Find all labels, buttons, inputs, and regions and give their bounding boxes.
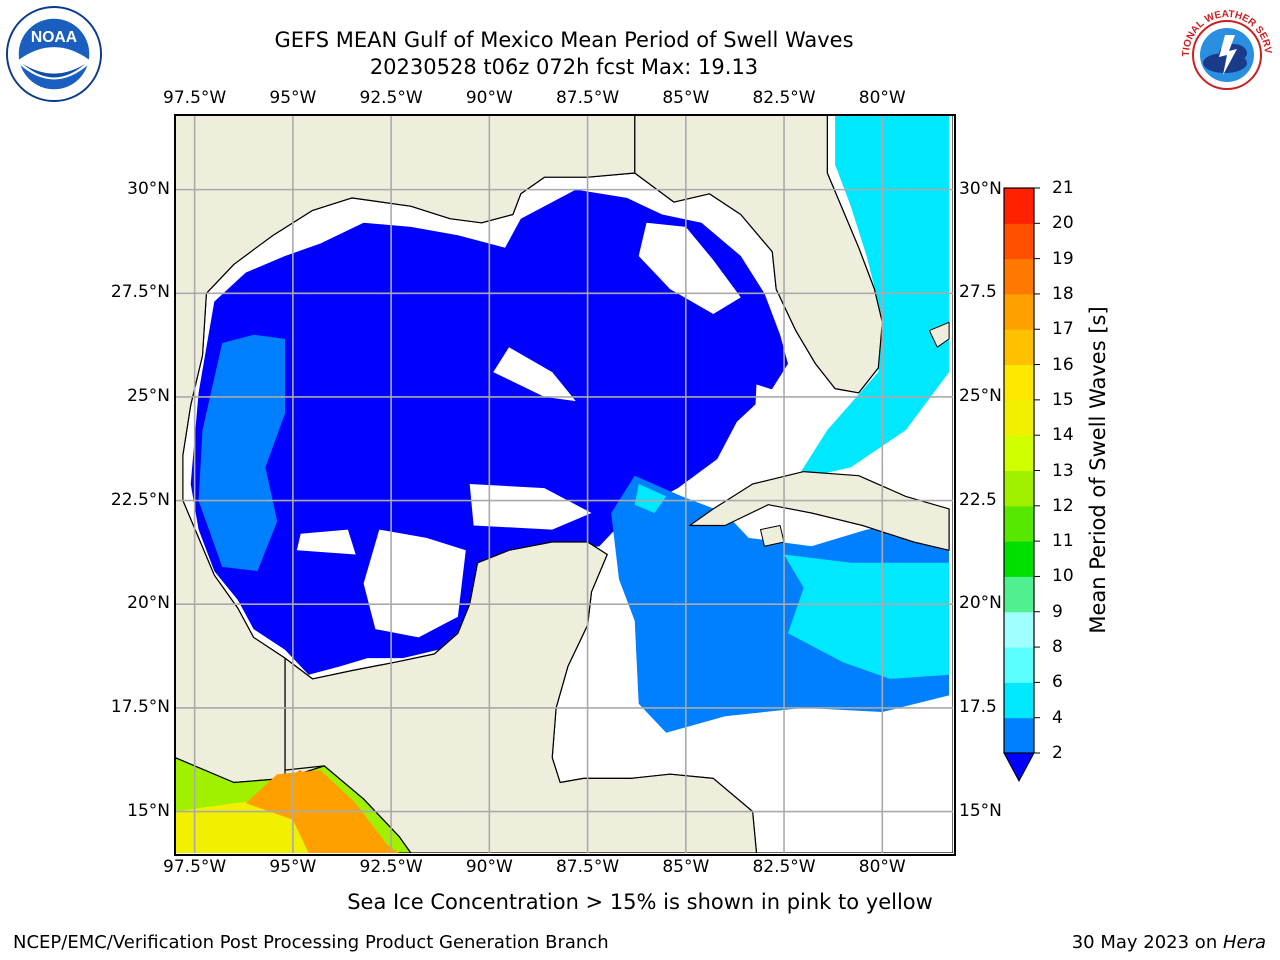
colorbar-band-8 xyxy=(1004,435,1034,471)
footer-date: 30 May 2023 on Hera xyxy=(1072,932,1266,953)
colorbar-tick-label-11: 16 xyxy=(1052,354,1074,375)
lon-label-top-5: 85°W xyxy=(662,88,710,108)
lon-label-top-4: 87.5°W xyxy=(555,88,620,108)
colorbar-tick-label-10: 15 xyxy=(1052,389,1074,410)
colorbar-band-4 xyxy=(1004,576,1034,613)
colorbar-tick-label-9: 14 xyxy=(1052,425,1074,446)
lon-label-bottom-3: 90°W xyxy=(465,857,513,877)
colorbar-tick-label-13: 18 xyxy=(1052,283,1074,304)
lat-label-left-4: 20°N xyxy=(127,593,170,614)
lon-label-top-0: 97.5°W xyxy=(163,88,227,108)
colorbar-tick-label-14: 19 xyxy=(1052,248,1074,269)
colorbar-band-9 xyxy=(1004,399,1034,436)
nws-logo: NATIONAL WEATHER SERVICE xyxy=(1177,5,1275,103)
colorbar-band-0 xyxy=(1004,717,1034,754)
noaa-logo: NOAA xyxy=(5,5,103,103)
land-isla-de-la-juventud xyxy=(760,525,785,547)
lat-label-left-2: 25°N xyxy=(127,385,170,406)
map-panel xyxy=(175,115,953,853)
lat-label-right-0: 30°N xyxy=(959,178,1002,199)
swell-field-2-4s-west xyxy=(198,334,285,572)
colorbar-label: Mean Period of Swell Waves [s] xyxy=(1086,306,1110,634)
lon-label-top-1: 95°W xyxy=(269,88,317,108)
colorbar-band-11 xyxy=(1004,329,1034,366)
lat-label-right-2: 25°N xyxy=(959,385,1002,406)
lat-label-left-3: 22.5°N xyxy=(110,489,170,510)
colorbar-tick-label-6: 11 xyxy=(1052,531,1074,552)
colorbar-band-15 xyxy=(1004,188,1034,224)
chart-title: GEFS MEAN Gulf of Mexico Mean Period of … xyxy=(274,28,854,52)
lat-label-right-1: 27.5 xyxy=(959,282,997,303)
land-bahamas xyxy=(928,321,950,348)
swell-undefined-patch-2 xyxy=(469,484,592,530)
lon-label-bottom-7: 80°W xyxy=(858,857,906,877)
noaa-text: NOAA xyxy=(31,29,77,46)
swell-undefined-patch-1 xyxy=(493,347,576,402)
sea-ice-note: Sea Ice Concentration > 15% is shown in … xyxy=(347,890,933,914)
lat-label-left-6: 15°N xyxy=(127,800,170,821)
colorbar-band-13 xyxy=(1004,258,1034,295)
land-florida xyxy=(634,115,883,394)
colorbar-band-3 xyxy=(1004,611,1034,648)
colorbar-band-7 xyxy=(1004,470,1034,507)
colorbar xyxy=(1003,187,1040,783)
land-cuba xyxy=(689,471,950,551)
colorbar-tick-label-3: 8 xyxy=(1052,637,1063,658)
lon-label-bottom-6: 82.5°W xyxy=(752,857,816,877)
colorbar-band-1 xyxy=(1004,682,1034,719)
colorbar-band-14 xyxy=(1004,223,1034,260)
swell-field-4-6s-atlantic xyxy=(795,115,950,480)
colorbar-band-2 xyxy=(1004,647,1034,683)
colorbar-tick-label-8: 13 xyxy=(1052,460,1074,481)
colorbar-tick-label-12: 17 xyxy=(1052,319,1074,340)
swell-undefined-patch-8 xyxy=(846,786,922,841)
lat-label-left-0: 30°N xyxy=(127,178,170,199)
colorbar-band-10 xyxy=(1004,364,1034,401)
colorbar-band-12 xyxy=(1004,293,1034,330)
lat-label-left-5: 17.5°N xyxy=(110,696,170,717)
footer-host: Hera xyxy=(1222,932,1266,953)
swell-undefined-patch-4 xyxy=(638,222,741,314)
lat-label-right-3: 22.5 xyxy=(959,489,997,510)
lon-label-bottom-2: 92.5°W xyxy=(359,857,423,877)
swell-undefined-patch-6 xyxy=(752,384,808,464)
colorbar-tick-label-5: 10 xyxy=(1052,566,1074,587)
lon-label-top-3: 90°W xyxy=(465,88,513,108)
colorbar-tick-label-4: 9 xyxy=(1052,601,1063,622)
colorbar-tick-label-15: 20 xyxy=(1052,213,1074,234)
colorbar-band-5 xyxy=(1004,541,1034,577)
lon-label-top-2: 92.5°W xyxy=(359,88,423,108)
colorbar-tick-label-0: 2 xyxy=(1052,743,1063,763)
lat-label-right-5: 17.5 xyxy=(959,696,997,717)
lon-label-bottom-5: 85°W xyxy=(662,857,710,877)
lon-label-top-7: 80°W xyxy=(858,88,906,108)
swell-field-4-6s-yucatan xyxy=(634,484,667,513)
land-mexico-usa xyxy=(175,115,636,784)
lon-label-bottom-4: 87.5°W xyxy=(555,857,620,877)
lon-label-bottom-1: 95°W xyxy=(269,857,317,877)
swell-field-4-6s-caribbean xyxy=(784,554,950,679)
lat-label-right-6: 15°N xyxy=(959,800,1002,821)
swell-undefined-patch-9 xyxy=(599,720,631,750)
colorbar-tick-label-2: 6 xyxy=(1052,672,1063,693)
colorbar-tick-label-16: 21 xyxy=(1052,178,1074,198)
footer-date-text: 30 May 2023 on xyxy=(1071,932,1223,953)
lat-label-right-4: 20°N xyxy=(959,593,1002,614)
colorbar-tick-label-1: 4 xyxy=(1052,707,1063,728)
swell-undefined-patch-0 xyxy=(363,529,466,638)
lon-label-top-6: 82.5°W xyxy=(752,88,816,108)
swell-undefined-patch-3 xyxy=(296,529,356,555)
footer-credit: NCEP/EMC/Verification Post Processing Pr… xyxy=(13,932,609,953)
lat-label-left-1: 27.5°N xyxy=(110,282,170,303)
colorbar-extend-min xyxy=(1003,752,1035,783)
colorbar-tick-label-7: 12 xyxy=(1052,495,1074,516)
lon-label-bottom-0: 97.5°W xyxy=(163,857,227,877)
map-svg xyxy=(175,115,953,853)
colorbar-band-6 xyxy=(1004,505,1034,542)
chart-subtitle-forecast: 20230528 t06z 072h fcst Max: 19.13 xyxy=(369,55,759,79)
